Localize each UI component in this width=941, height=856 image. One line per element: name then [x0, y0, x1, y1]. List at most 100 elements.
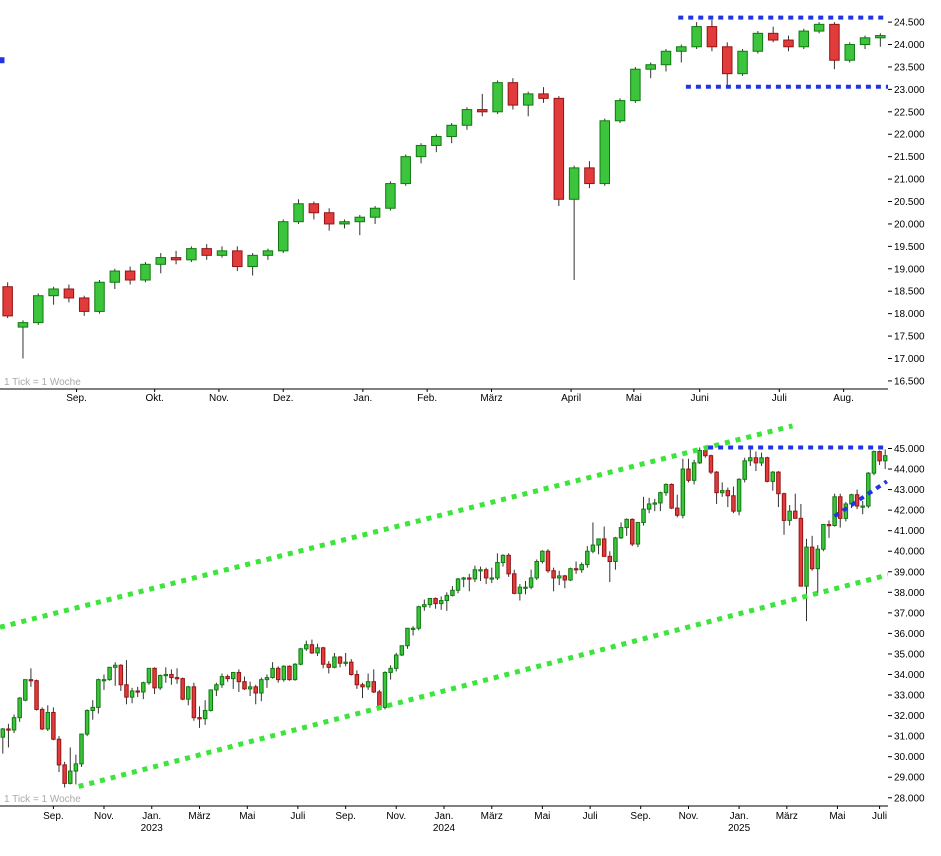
candle-up — [11, 717, 17, 731]
candle-up — [141, 682, 146, 693]
y-tick-label: 19.000 — [894, 264, 925, 275]
candle-up — [787, 510, 792, 521]
candle-down — [601, 538, 607, 557]
x-tick-label: Mai — [626, 393, 642, 404]
candle-up — [293, 203, 304, 223]
candle-up — [446, 124, 457, 137]
candle-up — [259, 679, 264, 694]
y-tick-label: 28.000 — [894, 793, 925, 804]
candle-down — [829, 23, 840, 61]
candle-down — [170, 257, 182, 261]
candle-up — [385, 183, 396, 209]
candle-down — [607, 555, 613, 562]
candle-down — [562, 575, 568, 581]
candle-down — [320, 647, 326, 665]
y-tick-label: 35.000 — [894, 649, 925, 660]
candle-up — [129, 690, 135, 698]
x-tick-label: Nov. — [386, 811, 406, 822]
candle-up — [101, 679, 107, 682]
candle-down — [483, 569, 489, 579]
candle-up — [17, 697, 22, 719]
y-tick-label: 18.000 — [894, 309, 925, 320]
candle-up — [752, 32, 764, 52]
candle-up — [534, 560, 539, 579]
candle-down — [6, 728, 11, 731]
candle-down — [545, 550, 551, 572]
candle-up — [748, 457, 753, 462]
year-label: 2024 — [433, 823, 456, 834]
candle-up — [882, 455, 888, 462]
candle-up — [495, 562, 500, 579]
x-tick-label: Dez. — [273, 393, 294, 404]
candle-up — [517, 586, 523, 594]
candle-down — [467, 577, 472, 580]
x-tick-label: Jan. — [730, 811, 749, 822]
y-tick-label: 21.000 — [894, 175, 925, 186]
candle-up — [382, 671, 388, 708]
candle-up — [415, 144, 427, 158]
candle-up — [676, 46, 687, 52]
candle-up — [422, 604, 427, 608]
candle-down — [783, 39, 794, 48]
x-tick-label: Aug. — [833, 393, 854, 404]
x-tick-label: Juli — [583, 811, 598, 822]
x-tick-label: Juli — [772, 393, 787, 404]
candle-up — [556, 575, 562, 579]
candle-down — [553, 97, 565, 200]
candle-down — [837, 496, 843, 519]
candle-up — [736, 478, 742, 512]
candle-up — [68, 770, 73, 784]
candle-up — [208, 689, 214, 711]
tick-interval-note: 1 Tick = 1 Woche — [4, 794, 81, 805]
candle-up — [298, 648, 303, 665]
candle-up — [0, 728, 6, 738]
candle-down — [201, 248, 212, 256]
x-tick-label: Juli — [872, 811, 887, 822]
candle-up — [264, 677, 270, 681]
candle-up — [719, 490, 725, 494]
candle-up — [737, 50, 748, 75]
candle-down — [232, 250, 243, 268]
candle-up — [45, 712, 51, 730]
candle-down — [360, 684, 365, 688]
candle-up — [871, 451, 877, 474]
candle-up — [492, 82, 503, 113]
x-tick-label: Mai — [239, 811, 255, 822]
candle-up — [815, 548, 820, 570]
y-tick-label: 33.000 — [894, 691, 925, 702]
x-tick-label: Jan. — [353, 393, 372, 404]
lower-candlestick-chart: 1 Tick = 1 Woche 28.000 29.000 30.000 31.000… — [0, 423, 925, 834]
candle-up — [450, 589, 455, 596]
candle-down — [63, 288, 75, 299]
y-tick-label: 21.500 — [894, 152, 925, 163]
y-tick-label: 22.000 — [894, 130, 925, 141]
candle-down — [433, 597, 438, 605]
candle-up — [804, 546, 809, 587]
candle-up — [844, 44, 855, 61]
candle-up — [365, 681, 371, 688]
y-tick-label: 24.500 — [894, 18, 925, 29]
candle-up — [79, 733, 84, 765]
candle-down — [767, 32, 779, 41]
candle-up — [304, 644, 309, 650]
candle-up — [399, 645, 405, 656]
candle-up — [660, 50, 672, 66]
channel-upper-dotted-line — [0, 423, 794, 630]
candle-up — [416, 606, 421, 629]
candle-up — [281, 665, 287, 681]
y-tick-label: 31.000 — [894, 732, 925, 743]
candle-up — [410, 627, 416, 630]
candle-down — [225, 676, 230, 680]
candle-down — [39, 708, 45, 730]
candle-down — [309, 644, 315, 654]
candle-up — [48, 288, 59, 297]
candle-up — [339, 221, 350, 225]
x-tick-label: Juni — [691, 393, 709, 404]
y-tick-label: 20.000 — [894, 219, 925, 230]
candle-up — [461, 577, 466, 580]
x-tick-label: Sep. — [43, 811, 64, 822]
candle-down — [169, 674, 174, 679]
candle-up — [646, 503, 652, 510]
candle-down — [538, 93, 549, 99]
